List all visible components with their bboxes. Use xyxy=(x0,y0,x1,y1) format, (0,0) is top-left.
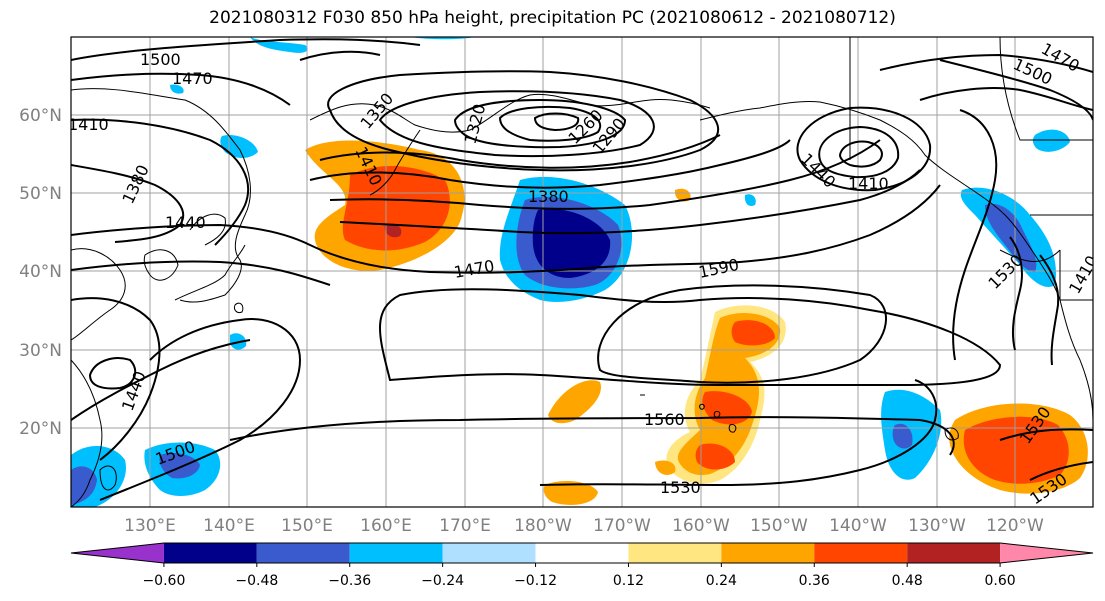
colorbar-tick-label: −0.48 xyxy=(235,573,278,589)
colorbar-segment xyxy=(907,543,1001,563)
latitude-ticks: 60°N 50°N 40°N 30°N 20°N xyxy=(19,106,62,439)
contour-label: 1530 xyxy=(660,478,701,497)
longitude-ticks: 130°E 140°E 150°E 160°E 170°E 180°W 170°… xyxy=(124,516,1044,536)
lat-tick: 30°N xyxy=(19,341,62,361)
colorbar-segment xyxy=(1000,543,1093,563)
height-contours xyxy=(71,38,1093,501)
lat-tick: 40°N xyxy=(19,262,62,282)
colorbar-tick-label: 0.24 xyxy=(706,573,737,589)
contour-label: 1410 xyxy=(68,115,109,134)
colorbar-segment xyxy=(628,543,722,563)
colorbar-segment xyxy=(163,543,257,563)
map-title: 2021080312 F030 850 hPa height, precipit… xyxy=(209,8,896,28)
colorbar-tick-label: −0.12 xyxy=(514,573,557,589)
colorbar-segment xyxy=(256,543,350,563)
contour-label: 1470 xyxy=(172,69,213,88)
contour-label: 1560 xyxy=(644,410,685,429)
contour-label: 1380 xyxy=(528,187,569,206)
lon-tick: 160°E xyxy=(360,516,412,536)
colorbar-tick-label: −0.60 xyxy=(142,573,185,589)
lat-tick: 20°N xyxy=(19,419,62,439)
lon-tick: 160°W xyxy=(672,516,730,536)
colorbar-segment xyxy=(814,543,908,563)
map-frame xyxy=(70,36,1094,508)
colorbar-tick-label: 0.12 xyxy=(613,573,644,589)
colorbar-tick-label: 0.60 xyxy=(985,573,1016,589)
colorbar-segment xyxy=(721,543,815,563)
lon-tick: 130°W xyxy=(908,516,966,536)
colorbar-segment xyxy=(535,543,629,563)
colorbar: −0.60 −0.48 −0.36 −0.24 −0.12 0.12 0.24 0.36 0.4… xyxy=(70,542,1094,589)
lon-tick: 180°W xyxy=(514,516,572,536)
lat-tick: 50°N xyxy=(19,184,62,204)
lon-tick: 130°E xyxy=(124,516,176,536)
contour-label: 1410 xyxy=(848,174,889,193)
lon-tick: 150°E xyxy=(281,516,333,536)
lat-tick: 60°N xyxy=(19,106,62,126)
colorbar-segment xyxy=(442,543,536,563)
lon-tick: 140°W xyxy=(829,516,887,536)
lon-tick: 150°W xyxy=(750,516,808,536)
lon-tick: 120°W xyxy=(986,516,1044,536)
lon-tick: 170°W xyxy=(593,516,651,536)
lon-tick: 140°E xyxy=(203,516,255,536)
colorbar-segment xyxy=(349,543,443,563)
colorbar-segment xyxy=(71,543,164,563)
colorbar-tick-label: 0.36 xyxy=(799,573,830,589)
contour-label: 1440 xyxy=(165,213,206,232)
lon-tick: 170°E xyxy=(439,516,491,536)
colorbar-tick-label: −0.24 xyxy=(421,573,464,589)
contour-label: 1500 xyxy=(140,50,181,69)
colorbar-tick-label: −0.36 xyxy=(328,573,371,589)
colorbar-tick-label: 0.48 xyxy=(892,573,923,589)
